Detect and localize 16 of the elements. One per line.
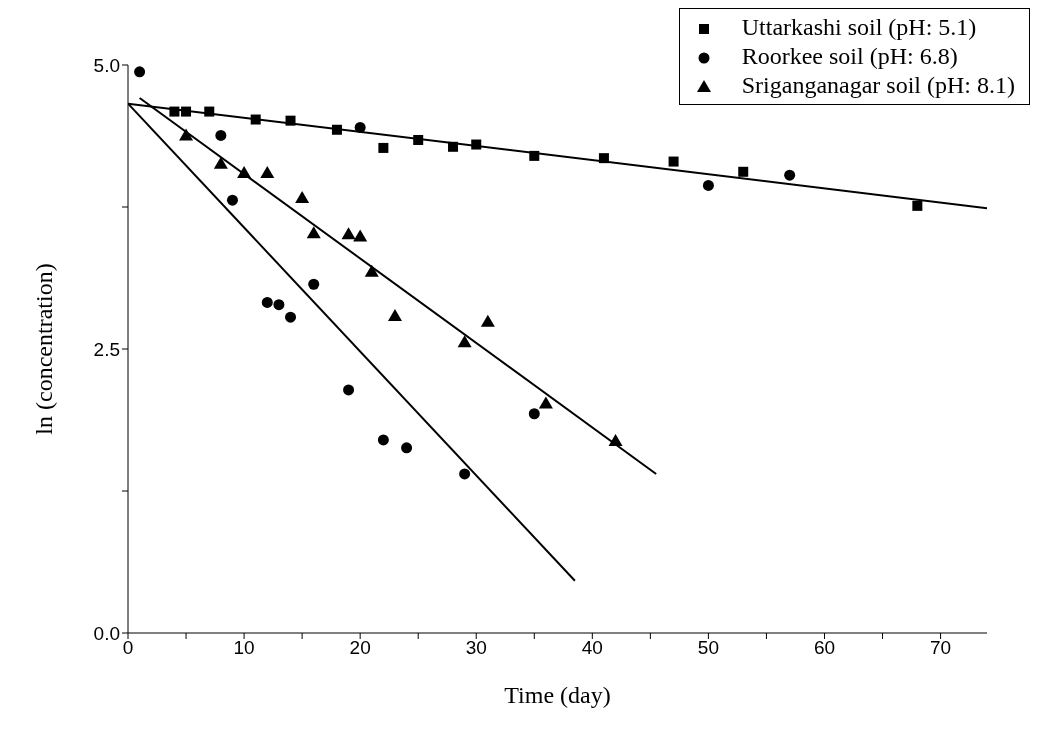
legend-label: Roorkee soil (pH: 6.8) [741,42,958,71]
legend-label: Uttarkashi soil (pH: 5.1) [741,13,977,42]
legend-label: Sriganganagar soil (pH: 8.1) [741,71,1015,100]
y-tick-label: 5.0 [93,54,120,76]
x-tick-label: 40 [581,637,603,659]
x-tick-label: 60 [813,637,836,659]
y-tick-label: 2.5 [93,338,120,360]
x-tick-label: 0 [122,637,134,659]
x-axis-title: Time (day) [504,682,611,708]
x-tick-label: 70 [930,637,952,659]
x-tick-label: 20 [349,637,371,659]
x-tick-label: 10 [233,637,255,659]
x-tick-label: 50 [697,637,719,659]
x-tick-label: 30 [465,637,487,659]
y-axis-title: ln (concentration) [30,263,57,435]
y-tick-label: 0.0 [93,622,120,644]
